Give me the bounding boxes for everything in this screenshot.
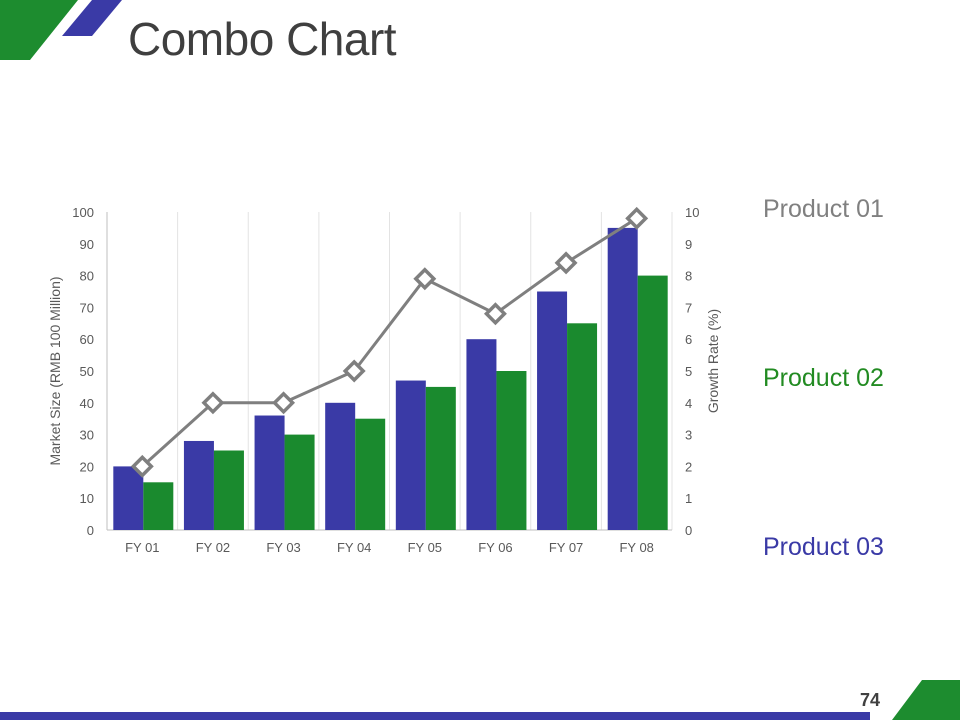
bar-product-02 — [213, 450, 244, 530]
bar-product-03 — [183, 440, 214, 530]
page-number: 74 — [859, 690, 880, 710]
y-tick-label: 100 — [72, 205, 94, 220]
x-tick-label: FY 03 — [266, 540, 300, 555]
bar-product-02 — [425, 386, 456, 530]
line-marker — [201, 391, 225, 415]
line-marker — [625, 206, 649, 230]
bar-product-03 — [325, 402, 356, 530]
page-title: Combo Chart — [128, 13, 397, 65]
corner-decoration-bottom-right — [892, 680, 960, 720]
y2-tick-label: 4 — [685, 396, 692, 411]
green-corner-shape-bottom — [892, 680, 960, 720]
y2-tick-label: 1 — [685, 491, 692, 506]
bar-product-02 — [143, 482, 174, 530]
corner-decoration-top-left — [0, 0, 122, 60]
y2-tick-label: 7 — [685, 300, 692, 315]
y-axis-title: Market Size (RMB 100 Million) — [47, 276, 63, 465]
green-corner-shape — [0, 0, 78, 60]
bar-product-02 — [355, 418, 386, 530]
y2-tick-label: 6 — [685, 332, 692, 347]
y-tick-label: 50 — [80, 364, 94, 379]
y-tick-label: 60 — [80, 332, 94, 347]
line-marker — [554, 251, 578, 275]
bar-product-02 — [496, 371, 527, 530]
x-tick-label: FY 01 — [125, 540, 159, 555]
x-tick-label: FY 08 — [619, 540, 653, 555]
x-tick-label: FY 04 — [337, 540, 371, 555]
line-marker — [483, 302, 507, 326]
bar-product-03 — [113, 466, 144, 530]
bar-product-03 — [607, 227, 638, 530]
y2-tick-label: 5 — [685, 364, 692, 379]
y-tick-label: 80 — [80, 269, 94, 284]
y2-tick-label: 10 — [685, 205, 699, 220]
bar-product-02 — [567, 323, 598, 530]
blue-corner-stripe — [62, 0, 122, 36]
bar-product-03 — [466, 339, 497, 530]
y-tick-label: 90 — [80, 237, 94, 252]
legend-product-01: Product 01 — [763, 195, 884, 223]
bar-product-02 — [284, 434, 315, 530]
x-tick-label: FY 06 — [478, 540, 512, 555]
x-tick-label: FY 07 — [549, 540, 583, 555]
line-marker — [342, 359, 366, 383]
line-marker — [413, 267, 437, 291]
bar-product-03 — [254, 415, 285, 530]
bar-product-03 — [537, 291, 568, 530]
y-tick-label: 0 — [87, 523, 94, 538]
x-tick-label: FY 05 — [408, 540, 442, 555]
y2-axis-title: Growth Rate (%) — [705, 309, 721, 413]
legend-product-03: Product 03 — [763, 533, 884, 561]
line-product-01 — [141, 217, 638, 468]
y2-tick-label: 2 — [685, 459, 692, 474]
bar-product-03 — [395, 380, 426, 530]
x-tick-label: FY 02 — [196, 540, 230, 555]
bar-product-02 — [637, 275, 668, 530]
legend-product-02: Product 02 — [763, 364, 884, 392]
y-tick-label: 20 — [80, 459, 94, 474]
y-tick-label: 10 — [80, 491, 94, 506]
bottom-accent-bar — [0, 712, 870, 720]
y2-tick-label: 8 — [685, 269, 692, 284]
y2-tick-label: 9 — [685, 237, 692, 252]
y-tick-label: 30 — [80, 428, 94, 443]
y-tick-label: 70 — [80, 300, 94, 315]
y2-tick-label: 0 — [685, 523, 692, 538]
line-marker — [272, 391, 296, 415]
y-tick-label: 40 — [80, 396, 94, 411]
y2-tick-label: 3 — [685, 428, 692, 443]
line-marker — [130, 454, 154, 478]
